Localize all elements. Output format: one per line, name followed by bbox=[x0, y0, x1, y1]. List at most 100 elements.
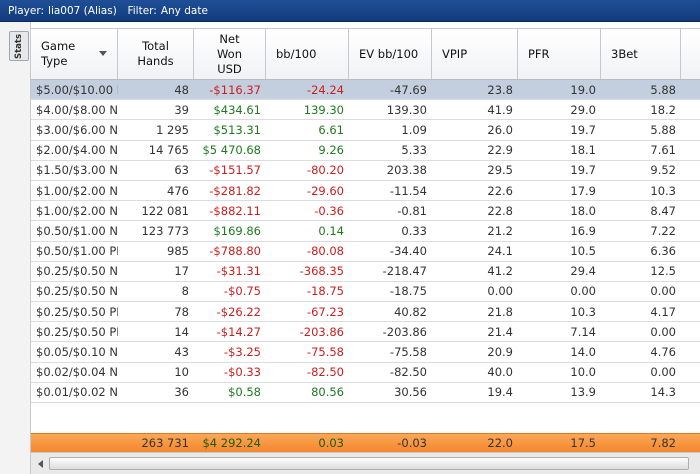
cell-net-won-usd: -$3.25 bbox=[223, 345, 261, 360]
cell-ev-bb-100: 139.30 bbox=[386, 102, 427, 117]
stats-tab[interactable]: Stats bbox=[9, 31, 29, 61]
table-row[interactable]: $0.25/$0.50 PL 78 -$26.22 -67.23 40.82 21.8 10… bbox=[31, 302, 700, 323]
table-row[interactable]: $1.00/$2.00 NI 476 -$281.82 -29.60 -11.54 22.… bbox=[31, 180, 700, 202]
table-row[interactable]: $0.05/$0.10 NI 43 -$3.25 -75.58 -75.58 20.9 14… bbox=[31, 342, 700, 363]
cell-bb-100: -0.36 bbox=[314, 203, 344, 218]
column-header-net-won-usd[interactable]: Net Won USD bbox=[194, 29, 266, 79]
grid-rows: $5.00/$10.00 N 48 -$116.37 -24.24 -47.69 23.8… bbox=[31, 80, 700, 403]
table-row[interactable]: $1.00/$2.00 NI 122 081 -$882.11 -0.36 -0.81 2… bbox=[31, 201, 700, 222]
cell-total-hands: 36 bbox=[174, 385, 189, 400]
cell-net-won-usd: $513.31 bbox=[213, 122, 261, 137]
scroll-left-arrow-icon[interactable] bbox=[34, 458, 46, 470]
cell-3bet: 0.00 bbox=[650, 365, 676, 380]
cell-game-type: $1.50/$3.00 NI bbox=[36, 163, 118, 178]
column-header-label: bb/100 bbox=[276, 46, 317, 61]
table-row[interactable]: $0.50/$1.00 PL 985 -$788.80 -80.08 -34.40 24.… bbox=[31, 241, 700, 262]
cell-net-won-usd: -$0.33 bbox=[223, 365, 261, 380]
cell-game-type: $3.00/$6.00 NI bbox=[36, 122, 118, 137]
cell-net-won-usd: $169.86 bbox=[213, 223, 261, 238]
side-panel-strip bbox=[0, 22, 31, 474]
column-header-pfr[interactable]: PFR bbox=[518, 29, 601, 79]
cell-total-hands: 122 081 bbox=[141, 203, 189, 218]
table-row[interactable]: $5.00/$10.00 N 48 -$116.37 -24.24 -47.69 23.8… bbox=[31, 80, 700, 101]
cell-game-type: $1.00/$2.00 NI bbox=[36, 183, 118, 198]
cell-game-type: $2.00/$4.00 NI bbox=[36, 143, 118, 158]
column-header-vpip[interactable]: VPIP bbox=[432, 29, 518, 79]
cell-net-won-usd: $434.61 bbox=[213, 102, 261, 117]
column-header-label: Hands bbox=[137, 54, 174, 68]
column-header-label: PFR bbox=[528, 46, 550, 61]
cell-total-hands: 476 bbox=[167, 183, 189, 198]
cell-pfr: 14.0 bbox=[570, 345, 596, 360]
table-row[interactable]: $2.00/$4.00 NI 14 765 $5 470.68 9.26 5.33 22.… bbox=[31, 140, 700, 161]
cell-total-hands: 14 bbox=[174, 324, 189, 339]
cell-bb-100: -82.50 bbox=[306, 365, 344, 380]
cell-vpip: 22.8 bbox=[487, 203, 513, 218]
column-header-label: Game bbox=[41, 39, 76, 53]
player-value: lia007 (Alias) bbox=[48, 5, 117, 17]
cell-3bet: 14.3 bbox=[650, 385, 676, 400]
cell-vpip: 21.4 bbox=[487, 324, 513, 339]
cell-vpip: 0.00 bbox=[487, 284, 513, 299]
cell-total-hands: 1 295 bbox=[156, 122, 189, 137]
table-row[interactable]: $3.00/$6.00 NI 1 295 $513.31 6.61 1.09 26.0 19… bbox=[31, 120, 700, 141]
cell-vpip: 23.8 bbox=[487, 82, 513, 97]
column-header-3bet[interactable]: 3Bet bbox=[601, 29, 681, 79]
cell-net-won-usd: -$14.27 bbox=[216, 324, 261, 339]
sort-dropdown-arrow-icon[interactable] bbox=[99, 51, 107, 56]
cell-game-type: $0.25/$0.50 PL bbox=[36, 304, 118, 319]
cell-3bet: 18.2 bbox=[650, 102, 676, 117]
cell-3bet: 0.00 bbox=[650, 284, 676, 299]
cell-pfr: 29.4 bbox=[570, 264, 596, 279]
cell-total-hands: 17 bbox=[174, 264, 189, 279]
table-row[interactable]: $0.50/$1.00 NI 123 773 $169.86 0.14 0.33 21.2… bbox=[31, 221, 700, 242]
cell-net-won-usd: $5 470.68 bbox=[202, 143, 261, 158]
cell-3bet: 4.17 bbox=[650, 304, 676, 319]
table-row[interactable]: $4.00/$8.00 NI 39 $434.61 139.30 139.30 41.9 2… bbox=[31, 100, 700, 121]
totals-row: 263 731 $4 292.24 0.03 -0.03 22.0 17.5 7.82 bbox=[31, 433, 700, 452]
cell-pfr: 18.1 bbox=[570, 143, 596, 158]
table-row[interactable]: $0.01/$0.02 NI 36 $0.58 80.56 30.56 19.4 13.9 1… bbox=[31, 382, 700, 403]
cell-3bet: 7.61 bbox=[650, 143, 676, 158]
column-header-total-hands[interactable]: Total Hands bbox=[118, 29, 194, 79]
scroll-thumb[interactable] bbox=[49, 457, 689, 470]
horizontal-scrollbar[interactable] bbox=[31, 452, 700, 474]
total-ev-bb-100: -0.03 bbox=[397, 436, 427, 450]
column-header-game-type[interactable]: Game Type bbox=[31, 29, 118, 79]
cell-total-hands: 48 bbox=[174, 82, 189, 97]
cell-bb-100: -24.24 bbox=[306, 82, 344, 97]
cell-total-hands: 63 bbox=[174, 163, 189, 178]
column-header-label: USD bbox=[217, 61, 242, 76]
cell-ev-bb-100: 5.33 bbox=[401, 143, 427, 158]
cell-net-won-usd: -$26.22 bbox=[216, 304, 261, 319]
cell-3bet: 5.88 bbox=[650, 122, 676, 137]
total-total-hands: 263 731 bbox=[141, 436, 189, 450]
cell-net-won-usd: $0.58 bbox=[228, 385, 261, 400]
table-row[interactable]: $0.25/$0.50 PL 14 -$14.27 -203.86 -203.86 21.… bbox=[31, 322, 700, 343]
cell-bb-100: 0.14 bbox=[318, 223, 344, 238]
cell-game-type: $0.50/$1.00 PL bbox=[36, 244, 118, 259]
column-header-label: VPIP bbox=[442, 46, 468, 61]
cell-vpip: 26.0 bbox=[487, 122, 513, 137]
cell-3bet: 10.3 bbox=[650, 183, 676, 198]
cell-3bet: 12.5 bbox=[650, 264, 676, 279]
table-row[interactable]: $0.25/$0.50 NI 8 -$0.75 -18.75 -18.75 0.00 0.0… bbox=[31, 281, 700, 303]
cell-ev-bb-100: 30.56 bbox=[394, 385, 427, 400]
cell-pfr: 7.14 bbox=[570, 324, 596, 339]
table-row[interactable]: $0.02/$0.04 NI 10 -$0.33 -82.50 -82.50 40.0 10… bbox=[31, 362, 700, 383]
cell-ev-bb-100: -75.58 bbox=[389, 345, 427, 360]
cell-vpip: 40.0 bbox=[487, 365, 513, 380]
cell-pfr: 16.9 bbox=[570, 223, 596, 238]
table-row[interactable]: $1.50/$3.00 NI 63 -$151.57 -80.20 203.38 29.5… bbox=[31, 160, 700, 181]
cell-net-won-usd: -$116.37 bbox=[209, 82, 261, 97]
column-header-ev-bb-100[interactable]: EV bb/100 bbox=[349, 29, 432, 79]
cell-game-type: $0.01/$0.02 NI bbox=[36, 385, 118, 400]
column-header-label: 3Bet bbox=[611, 46, 638, 61]
cell-vpip: 19.4 bbox=[487, 385, 513, 400]
column-header-bb-100[interactable]: bb/100 bbox=[266, 29, 349, 79]
cell-pfr: 19.7 bbox=[570, 122, 596, 137]
table-row[interactable]: $0.25/$0.50 NI 17 -$31.31 -368.35 -218.47 41.… bbox=[31, 261, 700, 282]
cell-3bet: 0.00 bbox=[650, 324, 676, 339]
cell-3bet: 4.76 bbox=[650, 345, 676, 360]
cell-vpip: 21.2 bbox=[487, 223, 513, 238]
